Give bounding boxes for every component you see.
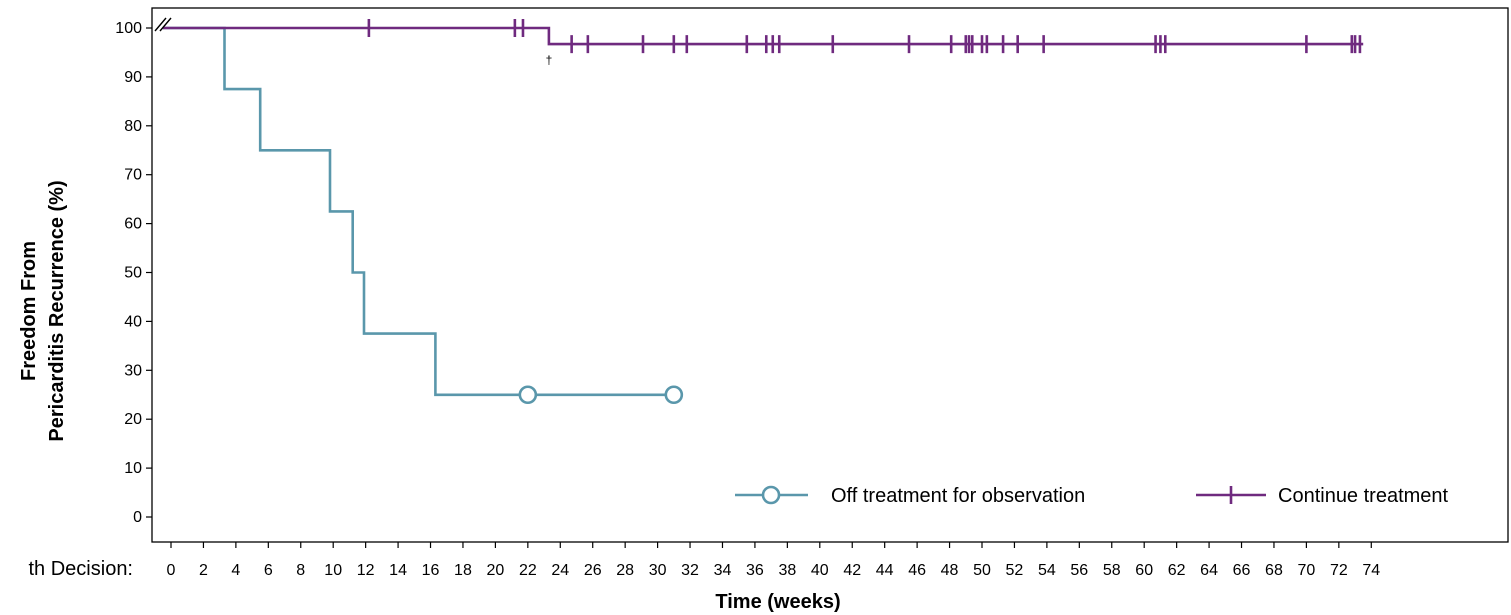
y-tick-label: 0 [133,509,142,526]
x-tick-label: 62 [1168,562,1186,579]
x-tick-label: 16 [422,562,440,579]
axis-break-slash [159,17,172,32]
x-tick-label: 58 [1103,562,1121,579]
x-tick-label: 48 [941,562,959,579]
x-tick-label: 44 [876,562,894,579]
legend-marker-circle [761,485,781,505]
x-tick-label: 56 [1070,562,1088,579]
y-tick-label: 60 [124,216,142,233]
plot-frame-group [151,7,1509,543]
x-tick-label: 72 [1330,562,1348,579]
x-tick-label: 30 [649,562,667,579]
x-tick-label: 74 [1362,562,1380,579]
legend: Off treatment for observation Continue tr… [735,485,1449,507]
x-tick-label: 8 [296,562,305,579]
censor-marker-circle [664,385,684,405]
y-tick-label: 10 [124,460,142,477]
x-tick-label: 28 [616,562,634,579]
x-tick-label: 52 [1006,562,1024,579]
dagger-annotation: † [546,53,553,67]
series-line-off-treatment [162,26,674,397]
legend-label-off-treatment: Off treatment for observation [831,485,1085,507]
x-tick-label: 50 [973,562,991,579]
x-tick-label: 22 [519,562,537,579]
x-tick-label: 10 [324,562,342,579]
x-tick-label: 0 [167,562,176,579]
x-axis-label: Time (weeks) [715,591,840,613]
row-label: th Decision: [29,558,134,580]
x-tick-label: 2 [199,562,208,579]
axis-break-marker [154,17,172,32]
censor-marker-circle [518,385,538,405]
legend-label-continue-treatment: Continue treatment [1278,485,1449,507]
x-tick-label: 4 [231,562,240,579]
axis-break-slash [154,17,167,32]
x-tick-label: 32 [681,562,699,579]
y-tick-label: 70 [124,167,142,184]
annotation-layer: † [154,17,553,67]
x-tick-label: 18 [454,562,472,579]
y-tick-label: 40 [124,313,142,330]
series-line-continue-treatment [162,26,1364,46]
series-layer [162,19,1364,405]
x-tick-label: 34 [714,562,732,579]
y-axis-label-line-1: Freedom From [18,241,40,381]
y-axis-label-line-2: Pericarditis Recurrence (%) [46,180,68,441]
x-tick-label: 40 [811,562,829,579]
plot-frame [151,7,1509,543]
y-tick-label: 30 [124,362,142,379]
y-tick-label: 100 [115,20,142,37]
x-tick-label: 42 [843,562,861,579]
y-tick-label: 20 [124,411,142,428]
x-tick-label: 38 [778,562,796,579]
x-tick-label: 24 [551,562,569,579]
y-tick-label: 90 [124,69,142,86]
y-axis: 0 10 20 30 40 50 60 70 80 90 100 [115,20,152,526]
x-tick-label: 12 [357,562,375,579]
x-tick-label: 46 [908,562,926,579]
x-tick-label: 66 [1233,562,1251,579]
x-tick-label: 60 [1135,562,1153,579]
x-tick-label: 36 [746,562,764,579]
x-tick-label: 14 [389,562,407,579]
y-tick-label: 80 [124,118,142,135]
x-tick-label: 68 [1265,562,1283,579]
y-tick-label: 50 [124,265,142,282]
x-tick-label: 6 [264,562,273,579]
x-axis: 0 2 4 6 8 10 12 14 16 18 20 22 24 26 28 30 32 34 36 38 40 42 4… [167,542,1380,579]
x-tick-label: 70 [1298,562,1316,579]
x-tick-label: 64 [1200,562,1218,579]
x-tick-label: 20 [487,562,505,579]
x-tick-label: 54 [1038,562,1056,579]
x-tick-label: 26 [584,562,602,579]
